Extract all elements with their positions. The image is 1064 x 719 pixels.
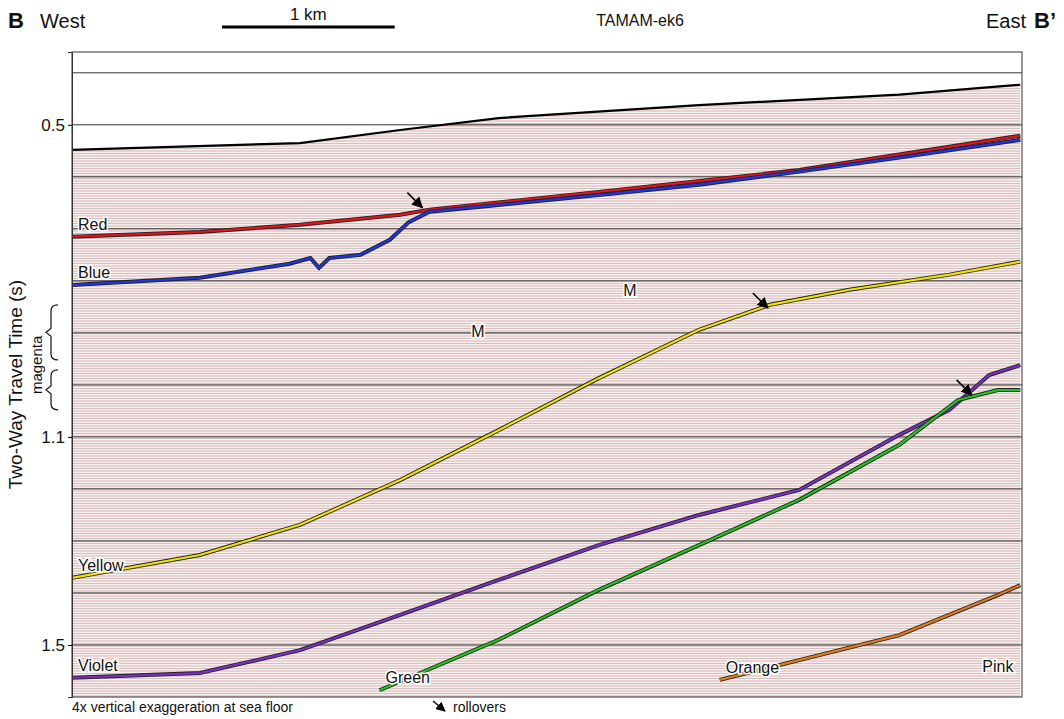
grid-line	[72, 644, 1022, 645]
y-tick-label: 0.5	[41, 116, 65, 135]
rollover-arrow	[407, 193, 422, 208]
grid-line	[72, 176, 1022, 177]
horizon-casing	[72, 262, 1020, 578]
scale-bar	[222, 26, 395, 29]
horizon-casing	[720, 585, 1021, 680]
rollover-key-label: rollovers	[453, 699, 506, 715]
horizon-casing	[72, 136, 1020, 237]
horizon-label: Yellow	[78, 557, 124, 574]
rollover-arrow	[753, 293, 768, 308]
magenta-bracket	[46, 305, 58, 360]
west-label: West	[40, 10, 86, 32]
horizon	[72, 365, 1020, 678]
y-tick-mark	[68, 125, 72, 126]
y-axis-title: Two-Way Travel Time (s)	[5, 280, 26, 489]
magenta-bracket	[46, 370, 58, 410]
y-tick-mark	[68, 645, 72, 646]
horizon	[72, 136, 1020, 237]
annotation: M	[623, 282, 636, 299]
horizon-casing	[379, 390, 1020, 690]
horizon-label: Green	[385, 669, 429, 686]
horizon	[72, 262, 1020, 578]
y-axis-line	[68, 53, 73, 698]
footnote: 4x vertical exaggeration at sea floor	[72, 699, 293, 715]
horizon-label: Blue	[78, 264, 110, 281]
magenta-label: magenta	[28, 335, 45, 394]
section-letter: B	[8, 8, 24, 33]
grid-line	[72, 436, 1022, 437]
plot-area	[72, 73, 1022, 697]
rollover-arrow	[957, 380, 972, 395]
grid-line	[72, 72, 1022, 73]
horizon	[72, 140, 1020, 285]
grid-line	[72, 592, 1022, 593]
line-name: TAMAM-ek6	[596, 12, 684, 29]
figure: Red Blue Yellow Violet Green Orange M M Pink 0.5 1…	[0, 0, 1064, 719]
grid-line	[72, 332, 1022, 333]
annotation: M	[471, 323, 484, 340]
y-tick: 0.5	[41, 116, 72, 135]
horizon-label: Red	[78, 216, 107, 233]
section-letter-end: B’	[1034, 8, 1056, 33]
sea-floor	[72, 85, 1020, 150]
y-tick-mark	[68, 437, 72, 438]
horizon-label: Orange	[726, 659, 779, 676]
annotation: Pink	[982, 658, 1014, 675]
grid-line	[72, 384, 1022, 385]
grid-line	[72, 124, 1022, 125]
horizon	[379, 390, 1020, 690]
y-tick-label: 1.1	[41, 428, 65, 447]
east-label: East	[986, 10, 1026, 32]
rollover-key-arrow	[433, 701, 445, 711]
horizon-label: Violet	[78, 657, 118, 674]
plot-frame	[72, 52, 1022, 697]
grid-line	[72, 488, 1022, 489]
y-tick: 1.5	[41, 636, 72, 655]
horizon-casing	[72, 365, 1020, 678]
grid-line	[72, 280, 1022, 281]
grid-line	[72, 540, 1022, 541]
y-tick-label: 1.5	[41, 636, 65, 655]
scale-bar-label: 1 km	[290, 5, 327, 24]
y-axis: 0.5 1.1 1.5	[41, 53, 72, 698]
horizon-casing	[72, 140, 1020, 285]
horizon	[720, 585, 1021, 680]
y-tick: 1.1	[41, 428, 72, 447]
